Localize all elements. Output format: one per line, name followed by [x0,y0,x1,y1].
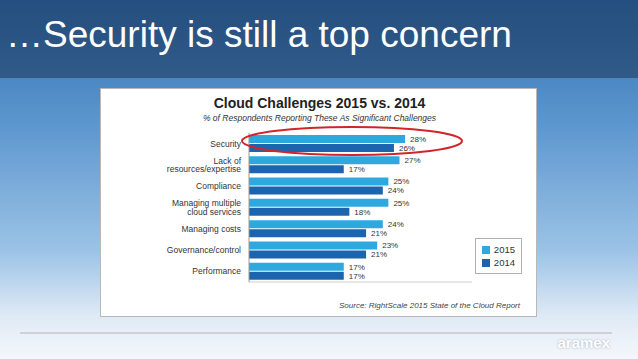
svg-text:Compliance: Compliance [196,181,241,191]
html-text:…Security is still a top conce: …Security is still a top concern [6,14,512,55]
svg-text:25%: 25% [393,199,409,208]
svg-text:Managing multiplecloud service: Managing multiplecloud services [172,198,241,217]
svg-text:28%: 28% [410,135,426,144]
html-text:aramex: aramex [557,334,610,351]
svg-text:23%: 23% [382,241,398,250]
svg-text:21%: 21% [371,229,387,238]
svg-text:24%: 24% [388,186,404,195]
svg-text:21%: 21% [371,250,387,259]
html-text:Source: RightScale 2015 State: Source: RightScale 2015 State of the Clo… [339,301,520,310]
svg-text:26%: 26% [399,144,415,153]
svg-text:Managing costs: Managing costs [181,224,241,234]
svg-text:Governance/control: Governance/control [167,245,241,255]
svg-text:27%: 27% [405,156,421,165]
svg-text:25%: 25% [393,177,409,186]
svg-text:Performance: Performance [192,266,241,276]
svg-text:17%: 17% [349,272,365,281]
html-text:% of Respondents Reporting The: % of Respondents Reporting These As Sign… [202,113,436,123]
svg-text:Security: Security [210,139,241,149]
svg-text:17%: 17% [349,263,365,272]
html-text:2015: 2015 [493,244,515,255]
html-text:2014: 2014 [493,257,515,268]
svg-text:18%: 18% [354,208,370,217]
svg-text:17%: 17% [349,165,365,174]
svg-text:24%: 24% [388,220,404,229]
html-text:Cloud Challenges 2015 vs. 2014: Cloud Challenges 2015 vs. 2014 [213,95,426,111]
svg-text:Lack ofresources/expertise: Lack ofresources/expertise [167,156,242,175]
